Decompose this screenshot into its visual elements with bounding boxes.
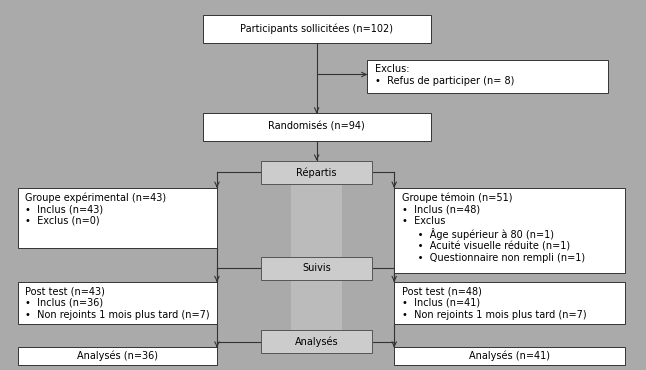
- FancyBboxPatch shape: [17, 188, 217, 248]
- FancyBboxPatch shape: [17, 347, 217, 365]
- FancyBboxPatch shape: [203, 113, 431, 141]
- Text: Analysés (n=36): Analysés (n=36): [77, 351, 158, 361]
- FancyBboxPatch shape: [394, 188, 625, 273]
- Text: Exclus:
•  Refus de participer (n= 8): Exclus: • Refus de participer (n= 8): [375, 64, 514, 86]
- FancyBboxPatch shape: [17, 282, 217, 324]
- Text: Post test (n=43)
•  Inclus (n=36)
•  Non rejoints 1 mois plus tard (n=7): Post test (n=43) • Inclus (n=36) • Non r…: [25, 286, 210, 320]
- FancyBboxPatch shape: [394, 282, 625, 324]
- Text: Analysés: Analysés: [295, 336, 339, 347]
- FancyBboxPatch shape: [203, 16, 431, 43]
- Text: Groupe témoin (n=51)
•  Inclus (n=48)
•  Exclus
     •  Âge supérieur à 80 (n=1): Groupe témoin (n=51) • Inclus (n=48) • E…: [402, 192, 585, 263]
- Text: Analysés (n=41): Analysés (n=41): [469, 351, 550, 361]
- FancyBboxPatch shape: [291, 161, 342, 353]
- Text: Répartis: Répartis: [297, 167, 337, 178]
- FancyBboxPatch shape: [368, 60, 608, 92]
- FancyBboxPatch shape: [261, 330, 372, 353]
- Text: Participants sollicitées (n=102): Participants sollicitées (n=102): [240, 24, 393, 34]
- FancyBboxPatch shape: [261, 161, 372, 184]
- FancyBboxPatch shape: [394, 347, 625, 365]
- FancyBboxPatch shape: [261, 257, 372, 280]
- Text: Suivis: Suivis: [302, 263, 331, 273]
- Text: Randomisés (n=94): Randomisés (n=94): [268, 122, 365, 132]
- Text: Post test (n=48)
•  Inclus (n=41)
•  Non rejoints 1 mois plus tard (n=7): Post test (n=48) • Inclus (n=41) • Non r…: [402, 286, 587, 320]
- Text: Groupe expérimental (n=43)
•  Inclus (n=43)
•  Exclus (n=0): Groupe expérimental (n=43) • Inclus (n=4…: [25, 192, 166, 226]
